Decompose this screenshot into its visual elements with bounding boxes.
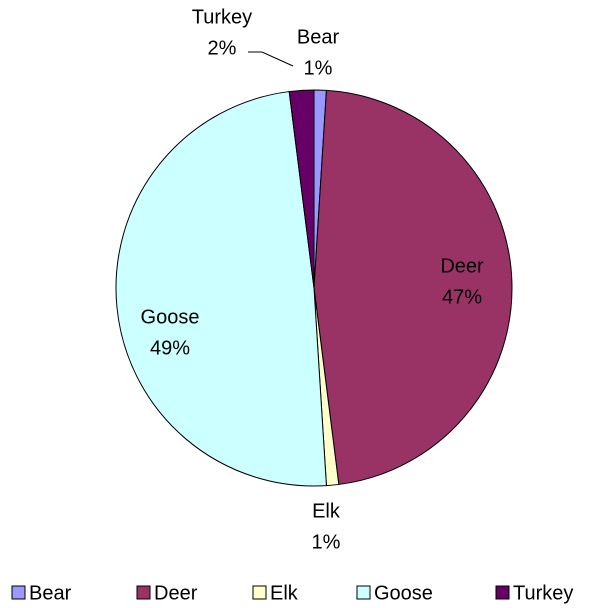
legend-label: Turkey <box>513 582 573 604</box>
slice-label: Goose <box>141 306 200 328</box>
legend-swatch <box>11 585 26 600</box>
slice-value-label: 1% <box>312 531 341 553</box>
slice-value-label: 1% <box>304 57 333 79</box>
slice-label: Turkey <box>192 6 252 28</box>
slice-value-label: 2% <box>208 37 237 59</box>
legend-label: Elk <box>270 582 299 604</box>
slice-label: Bear <box>297 26 340 48</box>
pie-slice <box>313 89 513 485</box>
pie-slice <box>115 91 327 487</box>
legend-label: Bear <box>29 582 72 604</box>
leader-line <box>248 51 294 67</box>
slice-value-label: 49% <box>150 337 190 359</box>
legend-swatch <box>136 585 151 600</box>
legend-swatch <box>356 585 371 600</box>
pie-slice <box>288 89 315 289</box>
legend-label: Goose <box>374 582 433 604</box>
slice-label: Elk <box>312 500 341 522</box>
legend-swatch <box>252 585 267 600</box>
legend-label: Deer <box>154 582 198 604</box>
slice-value-label: 47% <box>442 286 482 308</box>
legend-swatch <box>495 585 510 600</box>
slice-label: Deer <box>440 255 484 277</box>
